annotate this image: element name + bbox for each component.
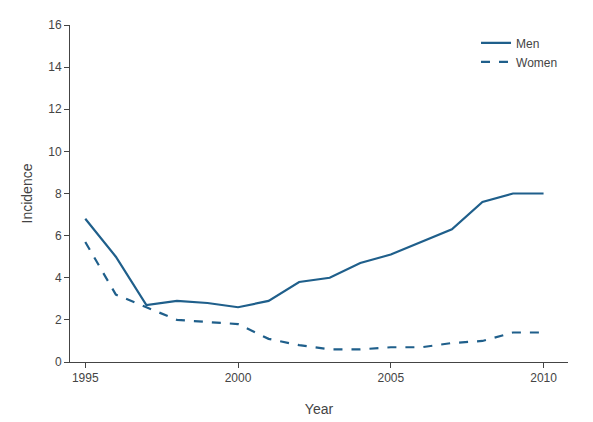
svg-text:2000: 2000 [225, 371, 252, 385]
svg-text:14: 14 [48, 60, 62, 74]
svg-text:1995: 1995 [72, 371, 99, 385]
svg-text:Women: Women [516, 56, 557, 70]
svg-text:2005: 2005 [377, 371, 404, 385]
svg-text:12: 12 [48, 102, 62, 116]
svg-text:6: 6 [55, 229, 62, 243]
svg-text:8: 8 [55, 187, 62, 201]
svg-text:Men: Men [516, 37, 539, 51]
svg-text:4: 4 [55, 271, 62, 285]
svg-text:16: 16 [48, 18, 62, 32]
svg-text:2: 2 [55, 313, 62, 327]
svg-text:0: 0 [55, 355, 62, 369]
svg-text:Incidence: Incidence [19, 163, 35, 223]
svg-text:10: 10 [48, 145, 62, 159]
svg-text:Year: Year [305, 401, 334, 417]
svg-text:2010: 2010 [530, 371, 557, 385]
